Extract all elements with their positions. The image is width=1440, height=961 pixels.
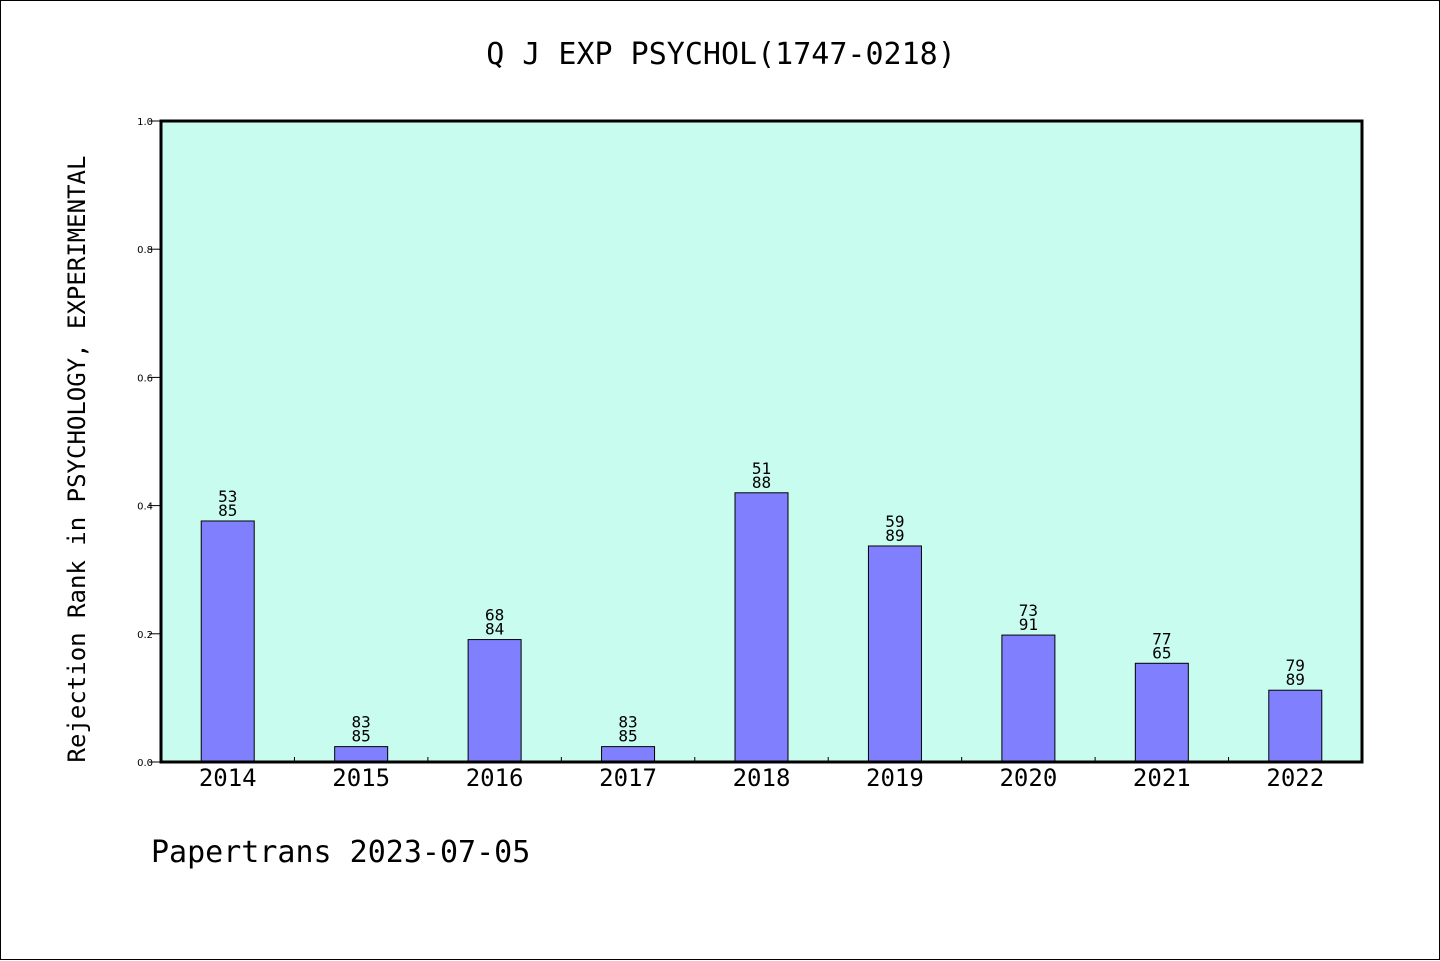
bar-label-bottom: 85 bbox=[618, 727, 637, 746]
bar-2015 bbox=[334, 746, 389, 763]
x-tick-label: 2015 bbox=[332, 764, 390, 792]
bar-label-top: 79 bbox=[1286, 656, 1305, 675]
bar-label-top: 51 bbox=[752, 459, 771, 478]
bar-2019 bbox=[867, 545, 922, 763]
bar-label-top: 83 bbox=[352, 713, 371, 732]
bar-label-bottom: 85 bbox=[218, 501, 237, 520]
footer-credit: Papertrans 2023-07-05 bbox=[151, 835, 531, 870]
chart-title: Q J EXP PSYCHOL(1747-0218) bbox=[486, 37, 956, 72]
bar-2017 bbox=[601, 746, 656, 763]
y-tick-label: 0.2 bbox=[137, 630, 153, 641]
x-tick-label: 2017 bbox=[599, 764, 657, 792]
x-tick-label: 2021 bbox=[1133, 764, 1191, 792]
x-tick-label: 2014 bbox=[199, 764, 257, 792]
x-tick-label: 2020 bbox=[999, 764, 1057, 792]
bar-2014 bbox=[200, 520, 255, 763]
x-tick-label: 2019 bbox=[866, 764, 924, 792]
plot-border bbox=[159, 119, 1364, 764]
x-tick-label: 2016 bbox=[466, 764, 524, 792]
bar-label-top: 77 bbox=[1152, 629, 1171, 648]
bar-label-bottom: 89 bbox=[1286, 670, 1305, 689]
bar-2020 bbox=[1001, 634, 1056, 763]
x-tick-label: 2022 bbox=[1266, 764, 1324, 792]
bar-label-top: 73 bbox=[1019, 601, 1038, 620]
bar-2022 bbox=[1268, 689, 1323, 763]
bar-label-bottom: 85 bbox=[352, 727, 371, 746]
y-tick-label: 1.0 bbox=[137, 117, 153, 128]
x-tick-label: 2018 bbox=[733, 764, 791, 792]
bar-label-top: 59 bbox=[885, 512, 904, 531]
bar-label-top: 53 bbox=[218, 487, 237, 506]
bar-2016 bbox=[467, 639, 522, 763]
bar-label-top: 68 bbox=[485, 606, 504, 625]
bar-label-bottom: 88 bbox=[752, 473, 771, 492]
y-tick-label: 0.8 bbox=[137, 245, 153, 256]
bar-label-bottom: 89 bbox=[885, 526, 904, 545]
bar-2021 bbox=[1134, 662, 1189, 763]
y-tick-label: 0.4 bbox=[137, 502, 153, 513]
bar-label-bottom: 65 bbox=[1152, 643, 1171, 662]
bar-2018 bbox=[734, 492, 789, 763]
bar-label-top: 83 bbox=[618, 713, 637, 732]
y-tick-label: 0.6 bbox=[137, 373, 153, 384]
bar-label-bottom: 91 bbox=[1019, 615, 1038, 634]
y-tick-label: 0.0 bbox=[137, 758, 153, 769]
bar-label-bottom: 84 bbox=[485, 620, 504, 639]
